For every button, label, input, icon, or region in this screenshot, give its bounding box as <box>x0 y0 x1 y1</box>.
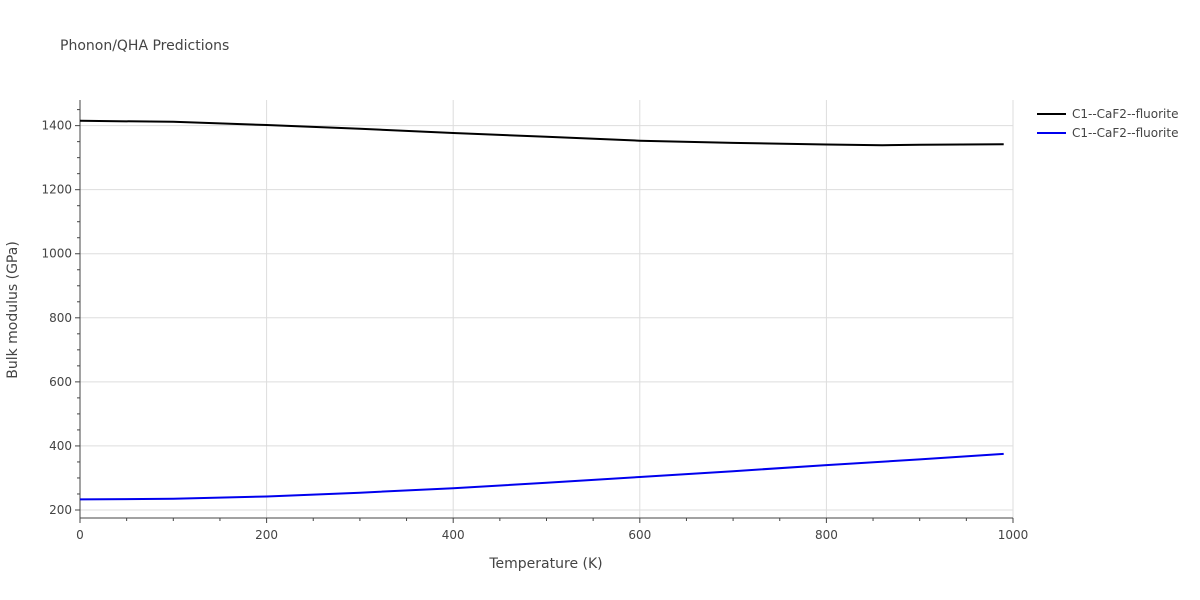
x-tick-label: 1000 <box>998 528 1029 542</box>
x-tick-label: 400 <box>442 528 465 542</box>
y-tick-label: 200 <box>49 503 72 517</box>
y-tick-label: 600 <box>49 375 72 389</box>
legend: C1--CaF2--fluorite C1--CaF2--fluorite <box>1037 107 1178 140</box>
series-line-2 <box>79 452 1004 501</box>
x-tick-label: 200 <box>255 528 278 542</box>
legend-item[interactable]: C1--CaF2--fluorite <box>1037 107 1178 121</box>
y-tick-label: 1400 <box>41 119 72 133</box>
legend-label: C1--CaF2--fluorite <box>1072 126 1178 140</box>
chart-title: Phonon/QHA Predictions <box>60 38 229 54</box>
legend-label: C1--CaF2--fluorite <box>1072 107 1178 121</box>
y-tick-label: 400 <box>49 439 72 453</box>
x-axis-title: Temperature (K) <box>488 556 602 572</box>
series-lines <box>79 119 1004 501</box>
x-tick-label: 800 <box>815 528 838 542</box>
y-tick-label: 1200 <box>41 183 72 197</box>
series-line-1 <box>79 119 1004 147</box>
y-tick-label: 1000 <box>41 247 72 261</box>
axes: 0 200 400 600 800 1000 200 400 600 800 1000 1200 140… <box>41 100 1028 542</box>
y-axis-title: Bulk modulus (GPa) <box>5 241 21 379</box>
x-tick-label: 600 <box>628 528 651 542</box>
x-tick-label: 0 <box>76 528 84 542</box>
y-tick-label: 800 <box>49 311 72 325</box>
grid-lines <box>80 100 1014 518</box>
legend-item[interactable]: C1--CaF2--fluorite <box>1037 126 1178 140</box>
